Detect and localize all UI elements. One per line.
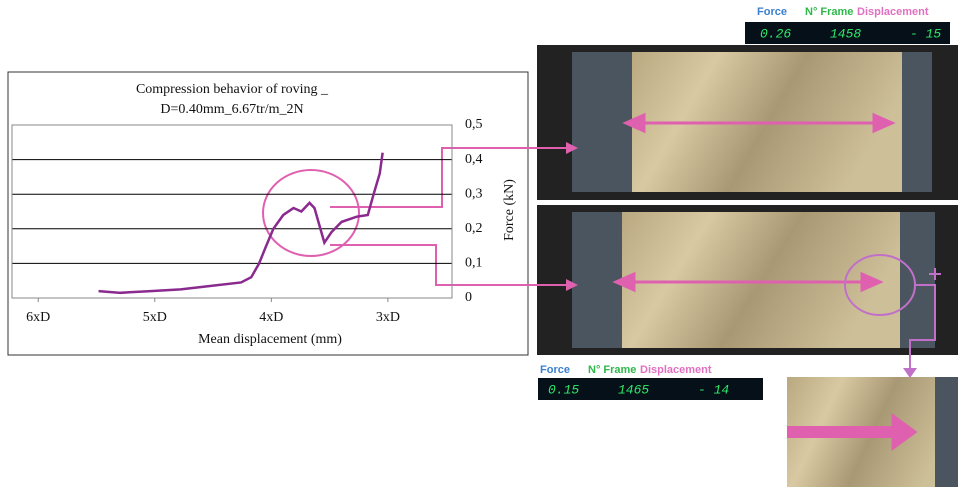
arrowhead: [566, 142, 578, 154]
display-value: 1465: [618, 382, 649, 397]
link-line: [909, 284, 936, 372]
y-tick-label: 0,3: [465, 186, 483, 201]
chart-title: Compression behavior of roving _: [136, 82, 329, 97]
display-value: - 14: [698, 382, 729, 397]
roving-image: [622, 212, 900, 348]
x-tick-label: 6xD: [26, 310, 50, 325]
y-tick-label: 0: [465, 290, 472, 305]
photo-background: [572, 212, 622, 348]
photo-background: [935, 377, 958, 487]
plus-sign: [929, 268, 941, 280]
x-tick-label: 3xD: [376, 310, 400, 325]
photo-background: [900, 212, 935, 348]
display-value: 0.15: [548, 382, 579, 397]
display-bar: [538, 378, 763, 400]
display-value: 0.26: [760, 26, 791, 41]
x-tick-label: 5xD: [143, 310, 167, 325]
arrowhead: [566, 279, 578, 291]
x-axis-label: Mean displacement (mm): [198, 332, 342, 347]
display-label: Displacement: [857, 6, 929, 18]
arrowhead: [872, 112, 896, 134]
display-label: Displacement: [640, 364, 712, 376]
link-line: [330, 244, 568, 286]
chart-subtitle: D=0.40mm_6.67tr/m_2N: [160, 102, 303, 117]
display-label: Force: [757, 6, 787, 18]
arrowhead: [891, 413, 918, 451]
y-tick-label: 0,1: [465, 256, 483, 271]
display-label: N° Frame: [588, 364, 636, 376]
arrowhead: [860, 271, 884, 293]
plot-area: [11, 124, 453, 299]
display-label: Force: [540, 364, 570, 376]
arrowhead: [622, 112, 646, 134]
x-tick-label: 4xD: [259, 310, 283, 325]
link-line: [330, 147, 568, 208]
highlight-circle: [262, 169, 360, 257]
photo-background: [902, 52, 932, 192]
y-tick-label: 0,2: [465, 221, 483, 236]
display-value: - 15: [910, 26, 941, 41]
y-axis-label: Force (kN): [502, 179, 517, 241]
y-tick-label: 0,5: [465, 117, 483, 132]
display-bar: [745, 22, 950, 44]
arrowhead: [903, 368, 917, 378]
display-value: 1458: [830, 26, 861, 41]
y-tick-label: 0,4: [465, 152, 483, 167]
data-line: [98, 152, 384, 295]
chart-frame: [7, 71, 529, 356]
display-label: N° Frame: [805, 6, 853, 18]
photo-background: [572, 52, 632, 192]
arrowhead: [612, 271, 636, 293]
